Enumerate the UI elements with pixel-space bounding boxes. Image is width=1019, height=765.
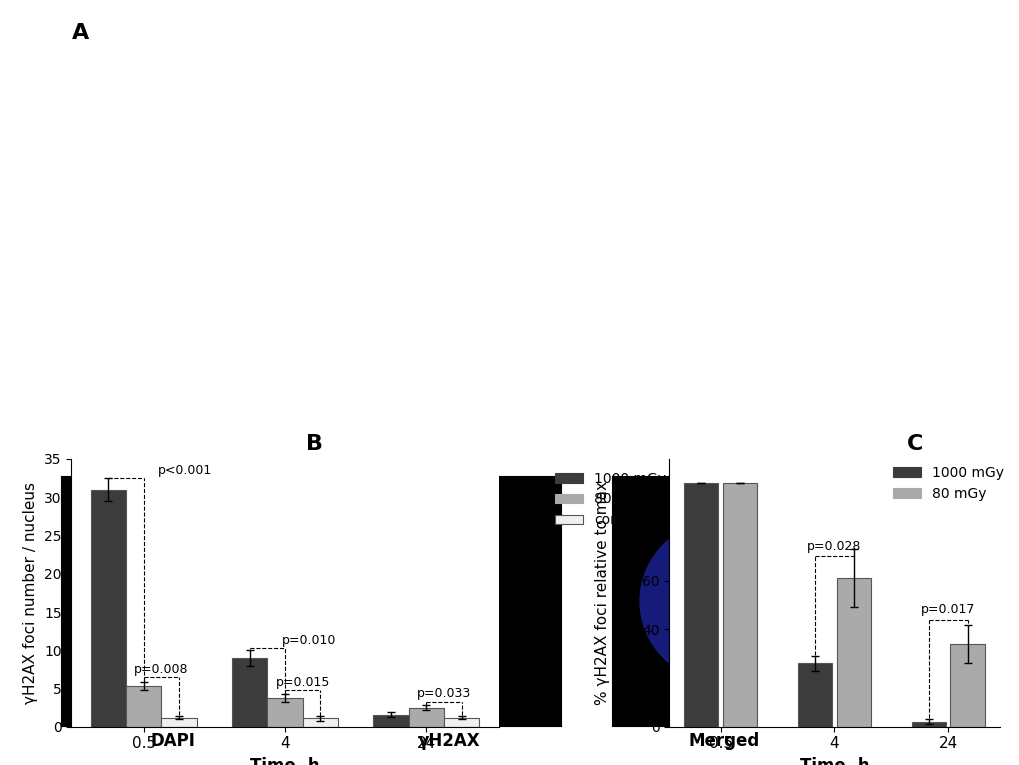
Ellipse shape [743, 552, 753, 562]
Bar [126, 686, 161, 727]
Ellipse shape [406, 614, 414, 621]
X-axis label: Merged: Merged [688, 732, 759, 750]
Ellipse shape [455, 614, 467, 624]
Ellipse shape [696, 552, 704, 560]
Text: p=0.015: p=0.015 [275, 676, 329, 689]
Ellipse shape [465, 550, 480, 565]
X-axis label: Time, h: Time, h [250, 757, 320, 765]
Bar [267, 698, 303, 727]
Bar [373, 715, 409, 727]
Bar [161, 718, 197, 727]
Bar [950, 644, 983, 727]
Text: p=0.028: p=0.028 [806, 540, 861, 552]
Ellipse shape [480, 613, 493, 625]
Ellipse shape [702, 611, 719, 626]
Bar [409, 708, 443, 727]
X-axis label: Time, h: Time, h [799, 757, 868, 765]
Ellipse shape [419, 550, 431, 562]
Text: p=0.033: p=0.033 [417, 688, 471, 701]
Y-axis label: γH2AX foci number / nucleus: γH2AX foci number / nucleus [23, 482, 39, 704]
Ellipse shape [680, 613, 691, 622]
Ellipse shape [453, 576, 469, 591]
Ellipse shape [441, 569, 455, 583]
Ellipse shape [640, 519, 808, 682]
Bar [232, 658, 267, 727]
Ellipse shape [431, 615, 440, 623]
Ellipse shape [742, 642, 751, 650]
X-axis label: DAPI: DAPI [151, 732, 196, 750]
Ellipse shape [717, 540, 731, 552]
Ellipse shape [431, 579, 440, 588]
Bar [303, 718, 337, 727]
X-axis label: γH2AX: γH2AX [417, 732, 480, 750]
Ellipse shape [735, 595, 748, 607]
Ellipse shape [421, 642, 428, 649]
Text: p=0.010: p=0.010 [281, 634, 335, 647]
Bar [797, 663, 832, 727]
Text: p<0.001: p<0.001 [158, 464, 212, 477]
Bar [836, 578, 870, 727]
Ellipse shape [699, 576, 748, 616]
Ellipse shape [716, 570, 731, 582]
Ellipse shape [443, 622, 453, 630]
Legend: 1000 mGy, 80 mGy: 1000 mGy, 80 mGy [887, 461, 1008, 506]
Ellipse shape [482, 580, 492, 590]
Y-axis label: % γH2AX foci relative to max
level at 0.5 h: % γH2AX foci relative to max level at 0.… [595, 481, 627, 705]
Text: p=0.008: p=0.008 [135, 663, 189, 676]
Text: C: C [906, 434, 922, 454]
Ellipse shape [733, 580, 740, 587]
Ellipse shape [463, 598, 470, 604]
Bar [911, 722, 945, 727]
Bar [722, 483, 756, 727]
Ellipse shape [693, 640, 705, 650]
Text: B: B [306, 434, 323, 454]
Ellipse shape [426, 597, 435, 605]
Ellipse shape [406, 580, 415, 588]
Ellipse shape [715, 649, 731, 662]
Ellipse shape [112, 541, 235, 661]
Ellipse shape [442, 539, 455, 552]
Ellipse shape [466, 640, 478, 652]
Text: A: A [71, 23, 89, 43]
Ellipse shape [701, 597, 709, 604]
Ellipse shape [755, 614, 768, 624]
Ellipse shape [715, 619, 732, 633]
Ellipse shape [729, 612, 744, 626]
Ellipse shape [440, 649, 455, 663]
Bar [684, 483, 717, 727]
Ellipse shape [424, 576, 473, 616]
Ellipse shape [706, 580, 715, 588]
Ellipse shape [90, 519, 258, 682]
Bar [443, 718, 479, 727]
Ellipse shape [680, 579, 691, 588]
Legend: 1000 mGy, 80 mGy, control: 1000 mGy, 80 mGy, control [549, 466, 671, 533]
Bar [91, 490, 126, 727]
Ellipse shape [756, 580, 768, 590]
Text: p=0.017: p=0.017 [920, 603, 974, 616]
